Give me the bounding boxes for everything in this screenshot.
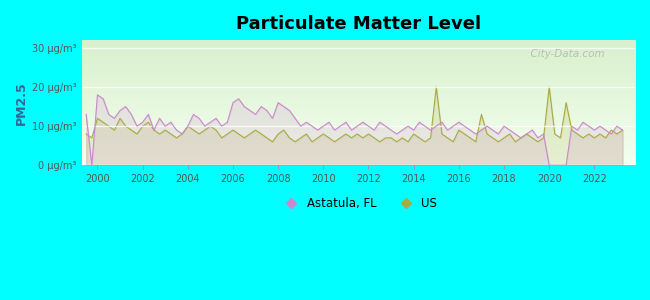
Title: Particulate Matter Level: Particulate Matter Level	[236, 15, 481, 33]
Y-axis label: PM2.5: PM2.5	[15, 81, 28, 124]
Legend: Astatula, FL, US: Astatula, FL, US	[275, 192, 442, 214]
Text: City-Data.com: City-Data.com	[525, 49, 605, 59]
